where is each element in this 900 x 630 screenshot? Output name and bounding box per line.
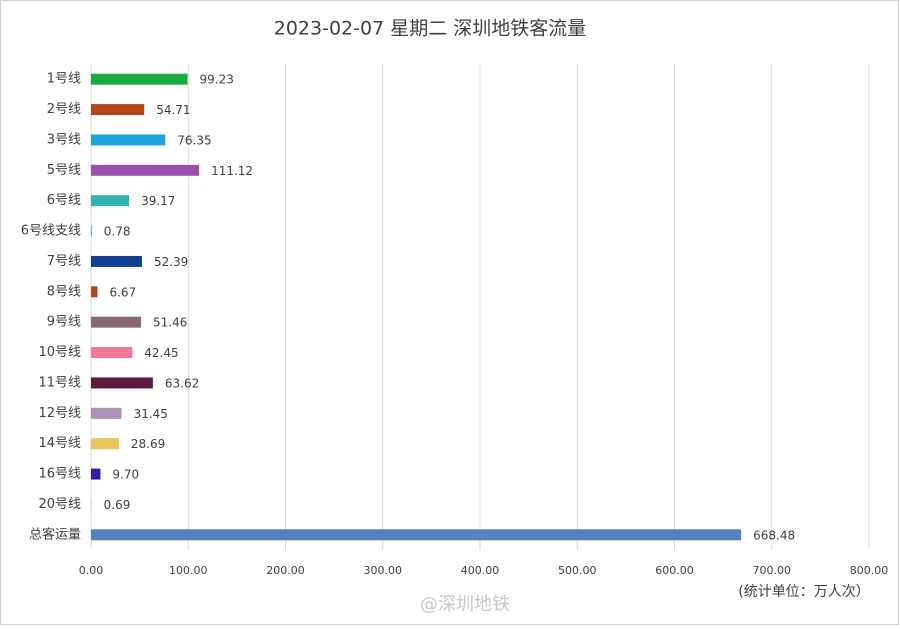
y-tick-label: 10号线 [38,345,81,360]
y-tick-label: 20号线 [38,497,81,512]
x-tick-label: 200.00 [266,564,305,577]
bar [91,195,130,207]
x-tick-label: 500.00 [558,564,597,577]
data-label: 6.67 [109,285,136,299]
y-tick-label: 总客运量 [29,526,81,542]
y-tick-label: 1号线 [47,72,81,87]
bar [91,316,142,328]
data-label: 39.17 [141,194,175,208]
bar [91,73,188,85]
bar [91,286,98,298]
x-tick-label: 300.00 [364,564,403,577]
x-tick-label: 800.00 [850,564,889,577]
data-label: 52.39 [154,255,188,269]
data-label: 9.70 [112,468,139,482]
bar [91,438,119,450]
y-tick-label: 3号线 [47,132,81,147]
x-tick-label: 600.00 [655,564,694,577]
y-tick-label: 14号线 [38,436,81,451]
bar [91,134,166,146]
data-label: 51.46 [153,316,187,330]
x-tick-label: 400.00 [461,564,500,577]
bar [91,164,200,176]
y-tick-label: 6号线支线 [21,224,81,239]
data-label: 28.69 [131,437,165,451]
y-tick-label: 8号线 [47,284,81,299]
unit-note: (统计单位：万人次） [738,584,869,600]
data-label: 99.23 [200,73,234,87]
bar [91,255,142,267]
bar [91,377,153,389]
y-tick-label: 5号线 [47,163,81,178]
y-tick-label: 16号线 [38,467,81,482]
y-tick-label: 6号线 [47,193,81,208]
bar [91,104,145,116]
data-label: 54.71 [156,103,190,117]
data-label: 668.48 [753,528,795,542]
data-label: 0.69 [104,498,131,512]
data-label: 31.45 [134,407,168,421]
bar [91,529,742,541]
x-tick-label: 100.00 [169,564,208,577]
data-label: 76.35 [177,133,211,147]
bar [91,347,133,359]
y-tick-label: 9号线 [47,315,81,330]
bar [91,407,122,419]
data-label: 0.78 [104,225,131,239]
data-label: 42.45 [144,346,178,360]
data-label: 111.12 [211,164,253,178]
bar [91,468,101,480]
x-tick-label: 700.00 [753,564,792,577]
bar [91,498,92,510]
data-label: 63.62 [165,376,199,390]
x-tick-label: 0.00 [79,564,104,577]
y-tick-label: 12号线 [38,406,81,421]
y-tick-label: 11号线 [38,375,81,390]
bar [91,225,92,237]
watermark: @深圳地铁 [420,594,510,615]
y-tick-label: 2号线 [47,102,81,117]
y-tick-label: 7号线 [47,254,81,269]
chart-title: 2023-02-07 星期二 深圳地铁客流量 [274,18,587,40]
